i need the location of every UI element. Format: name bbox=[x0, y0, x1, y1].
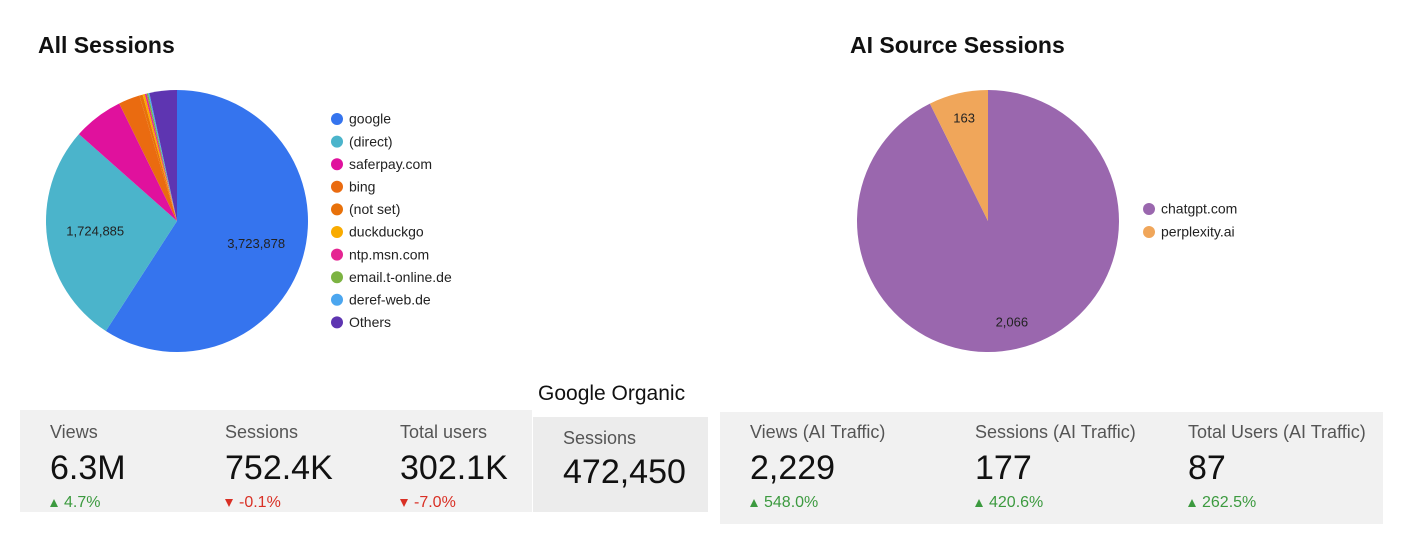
legend-swatch bbox=[331, 180, 343, 193]
legend-swatch bbox=[331, 203, 343, 216]
delta-text: 262.5% bbox=[1202, 494, 1257, 511]
scorecard-delta: 548.0% bbox=[750, 494, 885, 512]
legend-label: deref-web.de bbox=[349, 292, 431, 308]
delta-text: -0.1% bbox=[239, 494, 281, 511]
scorecard-label: Total users bbox=[400, 422, 488, 442]
pie-slice bbox=[139, 94, 177, 221]
delta-text: 420.6% bbox=[989, 494, 1044, 511]
delta-text: 548.0% bbox=[764, 494, 819, 511]
pie-slice bbox=[144, 93, 177, 221]
chart-title: All Sessions bbox=[38, 32, 175, 58]
delta-text: -7.0% bbox=[414, 494, 456, 511]
slice-label: 1,724,885 bbox=[66, 224, 124, 239]
legend-label: saferpay.com bbox=[349, 156, 432, 172]
legend-label: Others bbox=[349, 314, 391, 330]
scorecard-label: Views bbox=[50, 422, 98, 442]
scorecard-value: 2,229 bbox=[750, 449, 836, 487]
trend-arrow bbox=[1188, 498, 1196, 507]
scorecard-label: Total Users (AI Traffic) bbox=[1188, 422, 1366, 442]
scorecard: Total users 302.1K -7.0% bbox=[400, 422, 508, 512]
scorecard: Sessions (AI Traffic) 177 420.6% bbox=[975, 422, 1136, 512]
pie-slice bbox=[149, 90, 177, 221]
pie-slice bbox=[78, 103, 177, 221]
google-organic-title: Google Organic bbox=[538, 382, 686, 405]
scorecard: Total Users (AI Traffic) 87 262.5% bbox=[1188, 422, 1366, 512]
scorecard-value: 87 bbox=[1188, 449, 1226, 487]
legend-swatch bbox=[331, 293, 343, 306]
scorecard-delta: -0.1% bbox=[225, 494, 333, 512]
scorecard-value: 177 bbox=[975, 449, 1032, 487]
overall-panel bbox=[20, 410, 532, 512]
chart-title: AI Source Sessions bbox=[850, 32, 1065, 58]
scorecard: Sessions 752.4K -0.1% bbox=[225, 422, 333, 512]
slice-label: 163 bbox=[953, 110, 975, 125]
legend-label: duckduckgo bbox=[349, 224, 424, 240]
legend-swatch bbox=[331, 113, 343, 125]
legend-label: google bbox=[349, 111, 391, 127]
trend-arrow bbox=[400, 498, 408, 507]
delta-text: 4.7% bbox=[64, 494, 101, 511]
legend-label: ntp.msn.com bbox=[349, 246, 429, 262]
slice-label: 3,723,878 bbox=[227, 236, 285, 251]
scorecard-label: Sessions (AI Traffic) bbox=[975, 422, 1136, 442]
scorecard-delta: 4.7% bbox=[50, 494, 126, 512]
slice-label: 2,066 bbox=[996, 314, 1029, 329]
legend-label: email.t-online.de bbox=[349, 269, 452, 285]
scorecard-label: Views (AI Traffic) bbox=[750, 422, 886, 442]
scorecard: Sessions 472,450 bbox=[563, 428, 686, 492]
scorecard-value: 472,450 bbox=[563, 453, 686, 491]
legend-label: (direct) bbox=[349, 133, 393, 149]
google-organic-panel bbox=[533, 417, 708, 512]
legend-swatch bbox=[331, 316, 343, 329]
ai-panel bbox=[720, 412, 1383, 524]
scorecard-label: Sessions bbox=[563, 428, 637, 448]
trend-arrow bbox=[225, 498, 233, 507]
pie-slice bbox=[146, 93, 177, 221]
trend-arrow bbox=[975, 498, 983, 507]
legend-swatch bbox=[331, 226, 343, 238]
legend-label: perplexity.ai bbox=[1161, 224, 1235, 240]
legend-swatch bbox=[1143, 203, 1155, 215]
pie-slice bbox=[105, 90, 309, 353]
legend-swatch bbox=[331, 248, 343, 261]
trend-arrow bbox=[750, 498, 758, 507]
scorecard-delta: -7.0% bbox=[400, 494, 508, 512]
scorecard-delta: 262.5% bbox=[1188, 494, 1366, 512]
pie-slice bbox=[119, 95, 177, 221]
scorecard-value: 752.4K bbox=[225, 449, 333, 487]
scorecard-value: 6.3M bbox=[50, 449, 126, 487]
legend-label: bing bbox=[349, 179, 375, 195]
trend-arrow bbox=[50, 498, 58, 507]
pie-charts: All Sessions 3,723,878 1,724,885 google (dir… bbox=[38, 32, 1237, 353]
legend-swatch bbox=[331, 271, 343, 284]
scorecard: Views (AI Traffic) 2,229 548.0% bbox=[750, 422, 885, 512]
legend-swatch bbox=[331, 135, 343, 148]
scorecard-value: 302.1K bbox=[400, 449, 508, 487]
legend-label: (not set) bbox=[349, 201, 400, 217]
legend-swatch bbox=[1143, 226, 1155, 238]
pie-slice bbox=[142, 94, 177, 221]
scorecard-label: Sessions bbox=[225, 422, 299, 442]
pie-slice bbox=[929, 90, 988, 221]
scorecard: Views 6.3M 4.7% bbox=[50, 422, 126, 512]
pie-slice bbox=[46, 134, 177, 331]
scorecard-delta: 420.6% bbox=[975, 494, 1136, 512]
pie-slice bbox=[148, 92, 177, 221]
legend-swatch bbox=[331, 158, 343, 171]
legend-label: chatgpt.com bbox=[1161, 201, 1237, 217]
